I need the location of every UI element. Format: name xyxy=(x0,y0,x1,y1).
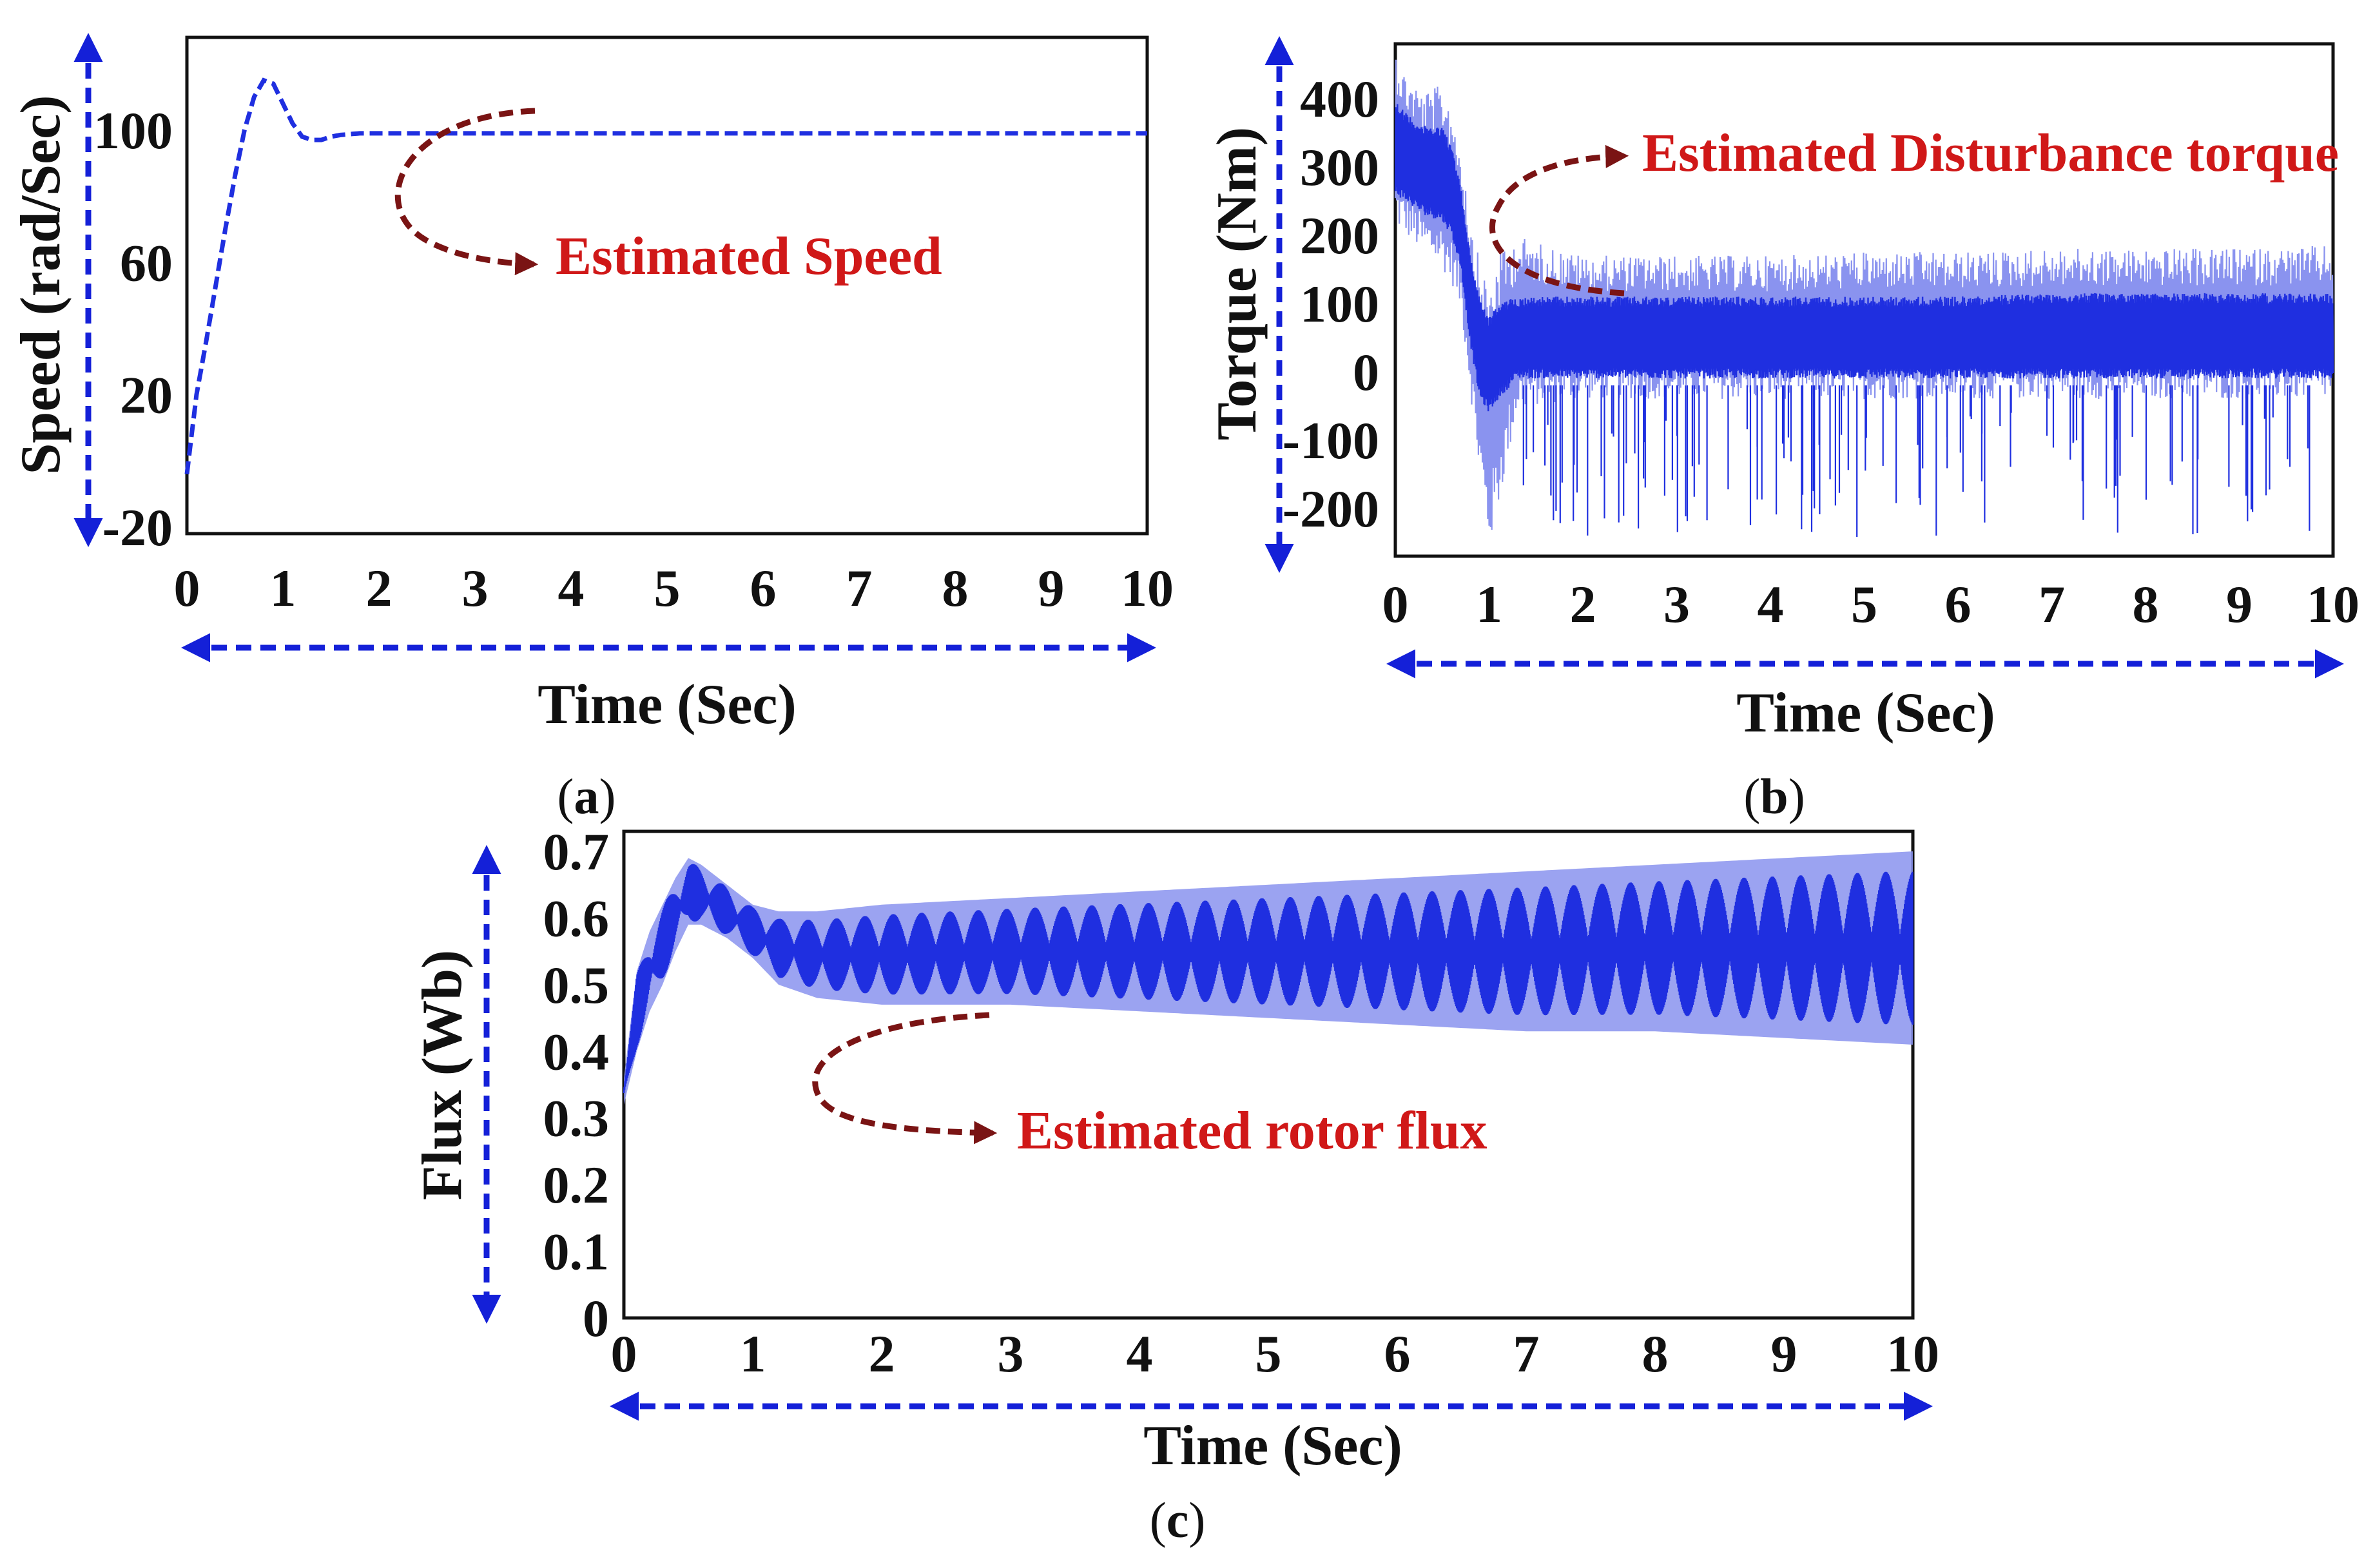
x-tick-label: 2 xyxy=(1570,575,1596,634)
x-tick-label: 10 xyxy=(1121,559,1174,617)
flux-x-ticks: 0 1 2 3 4 5 6 7 8 9 10 xyxy=(611,1324,1940,1383)
torque-annotation-label: Estimated Disturbance torque xyxy=(1642,123,2339,183)
y-tick-label: 0.7 xyxy=(543,822,610,881)
y-tick-label: -20 xyxy=(102,498,173,557)
x-tick-label: 3 xyxy=(462,559,489,617)
x-tick-label: 10 xyxy=(1886,1324,1939,1383)
x-tick-label: 7 xyxy=(846,559,873,617)
flux-annotation-label: Estimated rotor flux xyxy=(1017,1101,1487,1161)
torque-x-ticks: 0 1 2 3 4 5 6 7 8 9 10 xyxy=(1382,575,2360,634)
speed-y-ticks: 100 60 20 -20 xyxy=(93,101,173,557)
y-tick-label: 20 xyxy=(120,366,173,425)
x-tick-label: 1 xyxy=(740,1324,766,1383)
x-tick-label: 9 xyxy=(1038,559,1065,617)
x-tick-label: 9 xyxy=(1771,1324,1797,1383)
speed-plot-frame xyxy=(185,35,1149,536)
x-tick-label: 8 xyxy=(942,559,969,617)
y-tick-label: 300 xyxy=(1300,138,1379,197)
x-tick-label: 4 xyxy=(558,559,585,617)
x-tick-label: 3 xyxy=(998,1324,1024,1383)
speed-annotation-arrow xyxy=(394,108,539,276)
x-tick-label: 8 xyxy=(2133,575,2159,634)
flux-y-ticks: 0.7 0.6 0.5 0.4 0.3 0.2 0.1 0 xyxy=(543,822,610,1348)
flux-x-axis-title: Time (Sec) xyxy=(1143,1415,1402,1477)
x-tick-label: 1 xyxy=(1476,575,1502,634)
x-tick-label: 10 xyxy=(2307,575,2359,634)
x-tick-label: 5 xyxy=(1851,575,1877,634)
torque-x-axis-title: Time (Sec) xyxy=(1736,682,1995,744)
panel-label-c: (c) xyxy=(1150,1492,1206,1548)
torque-y-ticks: 400 300 200 100 0 -100 -200 xyxy=(1283,70,1379,538)
x-tick-label: 3 xyxy=(1663,575,1690,634)
x-tick-label: 0 xyxy=(1382,575,1409,634)
y-tick-label: -200 xyxy=(1283,479,1379,538)
y-tick-label: 0.6 xyxy=(543,889,610,947)
y-tick-label: 0.3 xyxy=(543,1089,610,1148)
y-tick-label: 0 xyxy=(583,1289,609,1348)
y-tick-label: 0.5 xyxy=(543,956,610,1014)
x-tick-label: 0 xyxy=(611,1324,637,1383)
x-tick-label: 7 xyxy=(1513,1324,1540,1383)
torque-data-layer xyxy=(1394,59,2334,537)
speed-x-axis-title: Time (Sec) xyxy=(538,673,797,736)
flux-data-layer xyxy=(623,851,1914,1105)
flux-annotation-arrow xyxy=(812,1012,998,1145)
speed-y-axis-title: Speed (rad/Sec) xyxy=(10,95,72,474)
y-tick-label: 0.1 xyxy=(543,1223,610,1281)
panel-label-a: (a) xyxy=(557,768,616,824)
y-tick-label: 0 xyxy=(1353,343,1379,402)
x-tick-label: 6 xyxy=(1384,1324,1411,1383)
x-tick-label: 2 xyxy=(869,1324,895,1383)
panel-label-b: (b) xyxy=(1743,768,1805,824)
x-tick-label: 4 xyxy=(1758,575,1784,634)
speed-x-ticks: 0 1 2 3 4 5 6 7 8 9 10 xyxy=(174,559,1174,617)
speed-series-line xyxy=(184,77,1147,475)
y-tick-label: 0.4 xyxy=(543,1022,610,1081)
torque-y-axis-title: Torque (Nm) xyxy=(1206,127,1268,441)
torque-series-spikes xyxy=(1522,385,2311,537)
flux-series-core xyxy=(623,864,1914,1094)
flux-panel: 0 1 2 3 4 5 6 7 8 9 10 0.70.60.50.40.30.20.10 Flux… xyxy=(411,822,1939,1548)
speed-data-layer xyxy=(184,77,1147,475)
y-tick-label: -100 xyxy=(1283,411,1379,470)
torque-annotation-arrow xyxy=(1489,144,1629,296)
x-tick-label: 4 xyxy=(1127,1324,1153,1383)
x-tick-label: 2 xyxy=(366,559,392,617)
x-tick-label: 8 xyxy=(1642,1324,1669,1383)
flux-y-axis-title: Flux (Wb) xyxy=(411,950,474,1201)
speed-annotation-label: Estimated Speed xyxy=(556,226,942,286)
x-tick-label: 5 xyxy=(654,559,681,617)
y-tick-label: 200 xyxy=(1300,206,1379,265)
x-tick-label: 7 xyxy=(2039,575,2065,634)
x-tick-label: 6 xyxy=(750,559,777,617)
x-tick-label: 1 xyxy=(270,559,296,617)
x-tick-label: 0 xyxy=(174,559,200,617)
x-tick-label: 9 xyxy=(2226,575,2253,634)
torque-series-core xyxy=(1394,104,2334,412)
y-tick-label: 0.2 xyxy=(543,1156,610,1214)
y-tick-label: 400 xyxy=(1300,70,1379,128)
x-tick-label: 5 xyxy=(1255,1324,1282,1383)
y-tick-label: 60 xyxy=(120,233,173,292)
y-tick-label: 100 xyxy=(1300,275,1379,333)
torque-panel: 0 1 2 3 4 5 6 7 8 9 10 400 300 200 100 0 -100 -200 Torqu… xyxy=(1206,35,2360,824)
y-tick-label: 100 xyxy=(93,101,173,160)
x-tick-label: 6 xyxy=(1945,575,1972,634)
